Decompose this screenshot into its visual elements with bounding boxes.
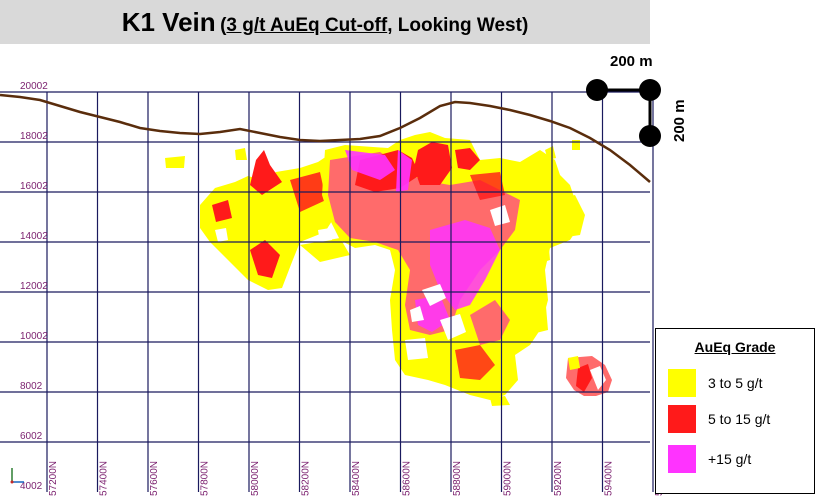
legend: AuEq Grade 3 to 5 g/t 5 to 15 g/t +15 g/… [655,328,815,494]
x-tick-label: 59200N [553,461,564,496]
y-tick-label: 6002 [20,431,43,442]
title-rest: , Looking West) [387,14,529,36]
y-tick-label: 4002 [20,481,43,492]
legend-title: AuEq Grade [694,339,776,355]
x-tick-label: 57600N [149,461,160,496]
legend-item-high: +15 g/t [668,445,751,473]
x-tick-label: 58200N [301,461,312,496]
x-tick-label: 58000N [250,461,261,496]
scale-node-icon [586,79,608,101]
x-tick-label: 57400N [99,461,110,496]
scale-node-icon [639,125,661,147]
legend-swatch [668,369,696,397]
x-axis-labels: 57200N 57400N 57600N 57800N 58000N 58200N 5840… [48,461,665,496]
y-tick-label: 14002 [20,231,48,242]
x-tick-label: 59400N [604,461,615,496]
y-tick-label: 8002 [20,381,43,392]
x-tick-label: 57200N [48,461,59,496]
legend-swatch [668,405,696,433]
scale-bar: 200 m 200 m [586,53,688,147]
y-axis-labels: 20002 18002 16002 14002 12002 10002 8002 6002 40… [20,81,48,492]
y-tick-label: 16002 [20,181,48,192]
coordinate-grid [0,91,654,492]
title-bar: K1 Vein (3 g/t AuEq Cut-off, Looking Wes… [0,0,650,44]
scale-node-icon [639,79,661,101]
legend-label: 3 to 5 g/t [708,375,763,391]
title-main: K1 Vein [121,6,216,37]
y-tick-label: 12002 [20,281,48,292]
east-satellite [566,356,612,396]
legend-item-low: 3 to 5 g/t [668,369,762,397]
central-body [322,132,585,406]
y-tick-label: 10002 [20,331,48,342]
x-tick-label: 58400N [351,461,362,496]
x-tick-label: 59000N [503,461,514,496]
title-open-paren: ( [220,14,227,36]
x-tick-label: 57800N [200,461,211,496]
scale-vertical-label: 200 m [671,99,688,142]
legend-label: 5 to 15 g/t [708,411,771,427]
axis-triad-icon [10,468,24,484]
x-tick-label: 58800N [452,461,463,496]
title-cutoff: 3 g/t AuEq Cut-off [226,14,388,36]
scale-horizontal-label: 200 m [610,53,653,70]
topography-line [0,93,651,183]
y-tick-label: 20002 [20,81,48,92]
y-tick-label: 18002 [20,131,48,142]
legend-swatch [668,445,696,473]
western-lobe [165,148,352,290]
barren-holes [215,205,510,360]
legend-label: +15 g/t [708,451,752,467]
x-tick-label: 58600N [402,461,413,496]
mineralization-zones [165,132,612,406]
map-title: K1 Vein (3 g/t AuEq Cut-off, Looking Wes… [122,7,529,38]
legend-item-mid: 5 to 15 g/t [668,405,770,433]
